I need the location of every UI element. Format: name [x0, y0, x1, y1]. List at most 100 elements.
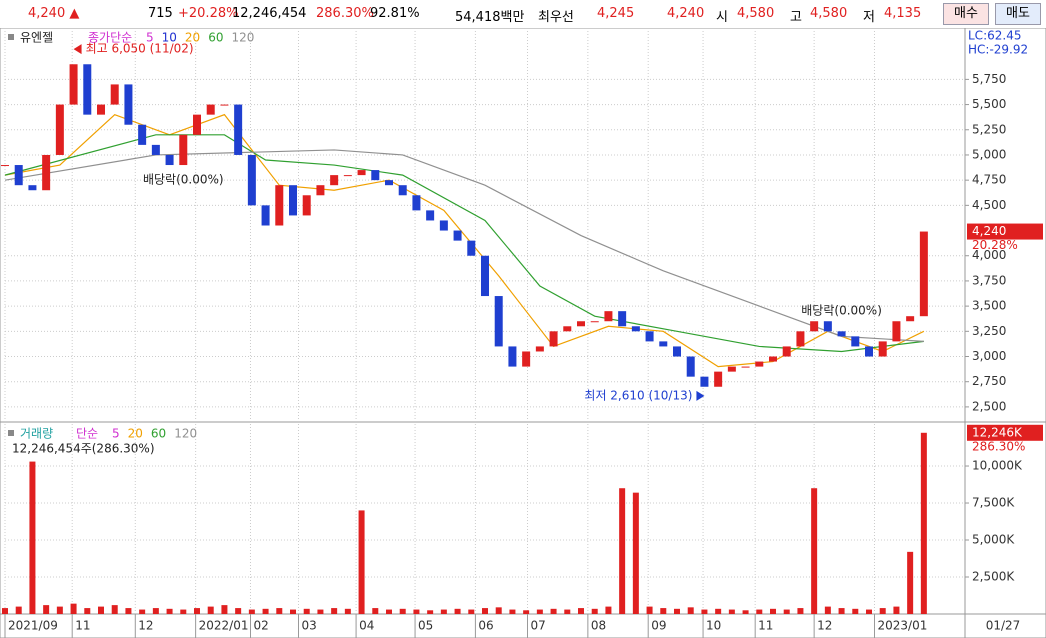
volume-bar — [207, 606, 214, 614]
volume-bar — [879, 608, 886, 614]
x-tick-label: 04 — [359, 619, 374, 633]
x-tick-label: 02 — [253, 619, 268, 633]
candle — [714, 371, 723, 387]
candle — [55, 104, 64, 155]
candle — [179, 134, 188, 166]
volume-bar — [248, 609, 255, 614]
candle — [398, 185, 407, 196]
x-tick-label: 12 — [817, 619, 832, 633]
candle — [1, 165, 9, 167]
candle — [727, 366, 736, 372]
candle — [535, 346, 544, 352]
candle — [837, 331, 846, 337]
candle — [220, 104, 229, 106]
amount: 54,418백만 — [455, 10, 525, 25]
candle — [673, 346, 681, 357]
quote-bar: 4,240 ▲ 715 +20.28% 12,246,454 286.30% 9… — [0, 0, 1046, 29]
candle — [549, 331, 558, 347]
candle — [69, 64, 78, 105]
candle — [604, 311, 613, 322]
volume-ratio: 286.30% — [316, 6, 374, 21]
last-date: 01/27 — [986, 619, 1021, 633]
volume-bar — [235, 608, 242, 614]
legend-item: 120 — [231, 31, 254, 45]
x-tick-label: 03 — [301, 619, 316, 633]
volume-bar — [386, 609, 392, 614]
legend-item: 5 — [146, 31, 154, 45]
volume-bar — [495, 607, 502, 614]
x-tick-label: 06 — [478, 619, 493, 633]
y-tick-label: 2,500 — [972, 399, 1006, 413]
candle — [741, 366, 750, 368]
volume-bar — [413, 609, 420, 614]
price: 4,240 ▲ — [28, 6, 80, 21]
volume-bar — [907, 551, 914, 614]
candle — [275, 185, 284, 226]
high: 4,580 — [810, 6, 848, 21]
candle — [83, 64, 92, 115]
volume-bar — [125, 608, 132, 614]
volume-bar — [290, 609, 296, 614]
candle — [769, 356, 777, 362]
legend-box — [8, 34, 14, 40]
volume-ma-label: 단순 — [76, 427, 98, 441]
candle — [357, 170, 366, 176]
x-tick-label: 2022/01 — [199, 619, 249, 633]
arrow — [73, 44, 82, 55]
volume-bar — [98, 606, 104, 614]
legend-item: 10 — [162, 31, 177, 45]
volume-bar — [742, 610, 749, 614]
volume-bar — [605, 606, 612, 614]
candle — [631, 326, 640, 332]
volume-bar — [43, 605, 50, 614]
volume-bar — [166, 608, 173, 614]
volume-bar — [152, 608, 159, 614]
buy-button[interactable]: 매수 — [943, 3, 989, 25]
chart: 유엔젤 종가단순 LC:62.45 HC:-29.92 거래량 단순 12,24… — [0, 28, 1046, 638]
current-price-box — [967, 223, 1043, 240]
volume-bar — [70, 603, 77, 614]
x-tick-label: 2023/01 — [877, 619, 927, 633]
volume-bar — [715, 608, 722, 614]
volume-bar — [564, 609, 571, 614]
high-label: 고 — [790, 10, 802, 25]
current-rate: 20.28% — [972, 238, 1018, 252]
x-tick-label: 11 — [75, 619, 90, 633]
candle — [124, 84, 133, 125]
candle — [700, 376, 709, 387]
volume-bar — [550, 608, 557, 614]
x-tick-label: 2021/09 — [8, 619, 58, 633]
candle — [426, 210, 435, 221]
candle — [494, 296, 503, 347]
volume-bar — [2, 608, 8, 614]
low-label: 저 — [863, 10, 875, 25]
sell-button[interactable]: 매도 — [995, 3, 1041, 25]
volume-bar — [84, 608, 91, 614]
open: 4,580 — [737, 6, 775, 21]
y-tick-label: 5,000K — [972, 533, 1015, 547]
volume-bar — [674, 608, 680, 614]
bid: 4,240 — [667, 6, 705, 21]
candle — [206, 104, 215, 115]
candle — [316, 185, 325, 196]
y-tick-label: 3,500 — [972, 299, 1006, 313]
candle — [453, 230, 462, 241]
legend-item: 20 — [128, 427, 143, 441]
ma-label: 종가단순 — [88, 31, 132, 45]
y-tick-label: 5,000 — [972, 147, 1006, 161]
volume-bar — [660, 608, 667, 614]
candle — [371, 170, 380, 181]
volume-bar — [372, 608, 379, 614]
volume-bar — [852, 608, 859, 614]
annotation: 최고 6,050 (11/02) — [86, 42, 194, 56]
candle — [906, 316, 915, 322]
volume-bar — [811, 488, 818, 614]
legend-item: 60 — [151, 427, 166, 441]
volume-bar — [139, 609, 146, 614]
candle — [892, 321, 901, 342]
volume-bar — [728, 609, 735, 614]
volume-bar — [509, 609, 516, 614]
ma-line — [4, 149, 924, 342]
volume-bar — [221, 605, 228, 614]
